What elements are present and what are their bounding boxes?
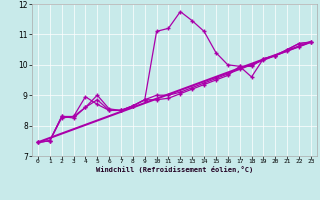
X-axis label: Windchill (Refroidissement éolien,°C): Windchill (Refroidissement éolien,°C) [96,166,253,173]
